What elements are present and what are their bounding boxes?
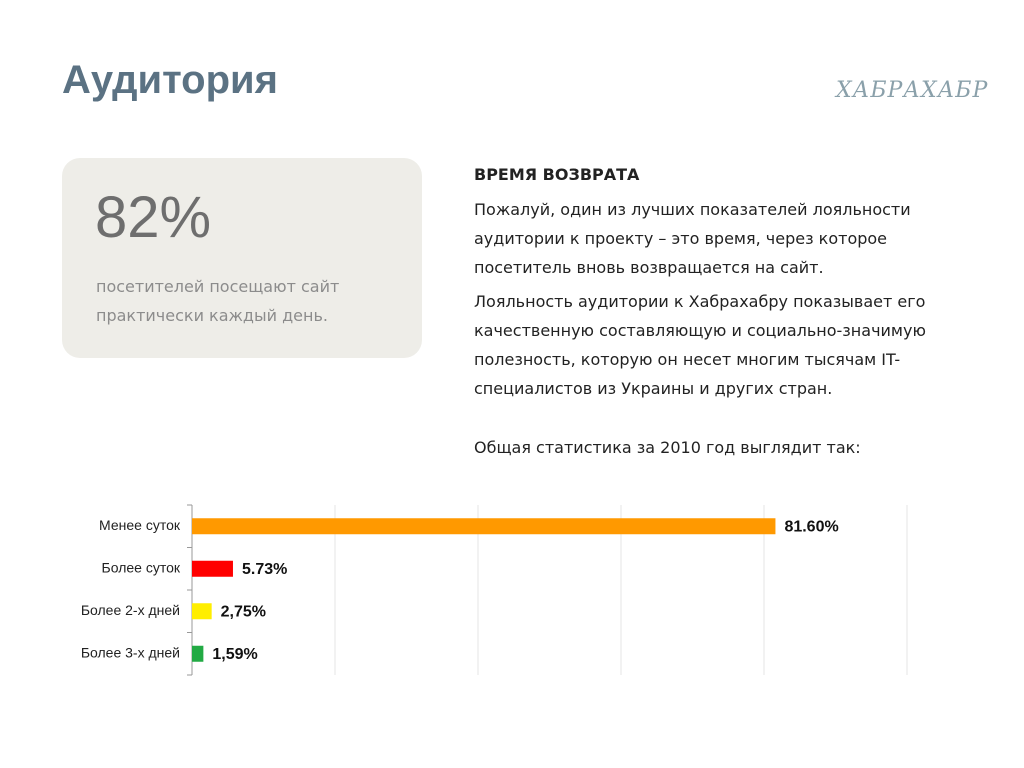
title: Аудитория [62, 58, 278, 102]
value-label: 2,75% [221, 603, 266, 620]
value-label: 5.73% [242, 561, 287, 578]
y-tick-label: Более 3-х дней [81, 644, 180, 660]
value-label: 1,59% [212, 646, 257, 663]
heading: ВРЕМЯ ВОЗВРАТА [474, 165, 640, 184]
paragraph: Лояльность аудитории к Хабрахабру показы… [474, 292, 926, 398]
paragraph: Пожалуй, один из лучших показателей лоял… [474, 200, 911, 277]
bar [192, 645, 204, 662]
bar [192, 560, 233, 577]
stat-card [62, 158, 422, 358]
value-label: 81.60% [784, 518, 838, 535]
y-tick-label: Более 2-х дней [81, 602, 180, 618]
chart: Менее суток 81.60% Более суток 5.73% Более 2… [81, 504, 908, 676]
paragraph: Общая статистика за 2010 год выглядит та… [474, 438, 861, 457]
y-tick-label: Более суток [102, 559, 181, 575]
text-block: ВРЕМЯ ВОЗВРАТА Пожалуй, один из лучших п… [474, 160, 936, 467]
logo: ХАБРАХАБР [836, 78, 989, 103]
y-tick-label: Менее суток [99, 517, 181, 533]
bar [192, 518, 776, 535]
stat-value: 82% [95, 185, 212, 250]
stat-caption: посетителей посещают сайт практически ка… [96, 277, 340, 325]
bar [192, 603, 212, 620]
